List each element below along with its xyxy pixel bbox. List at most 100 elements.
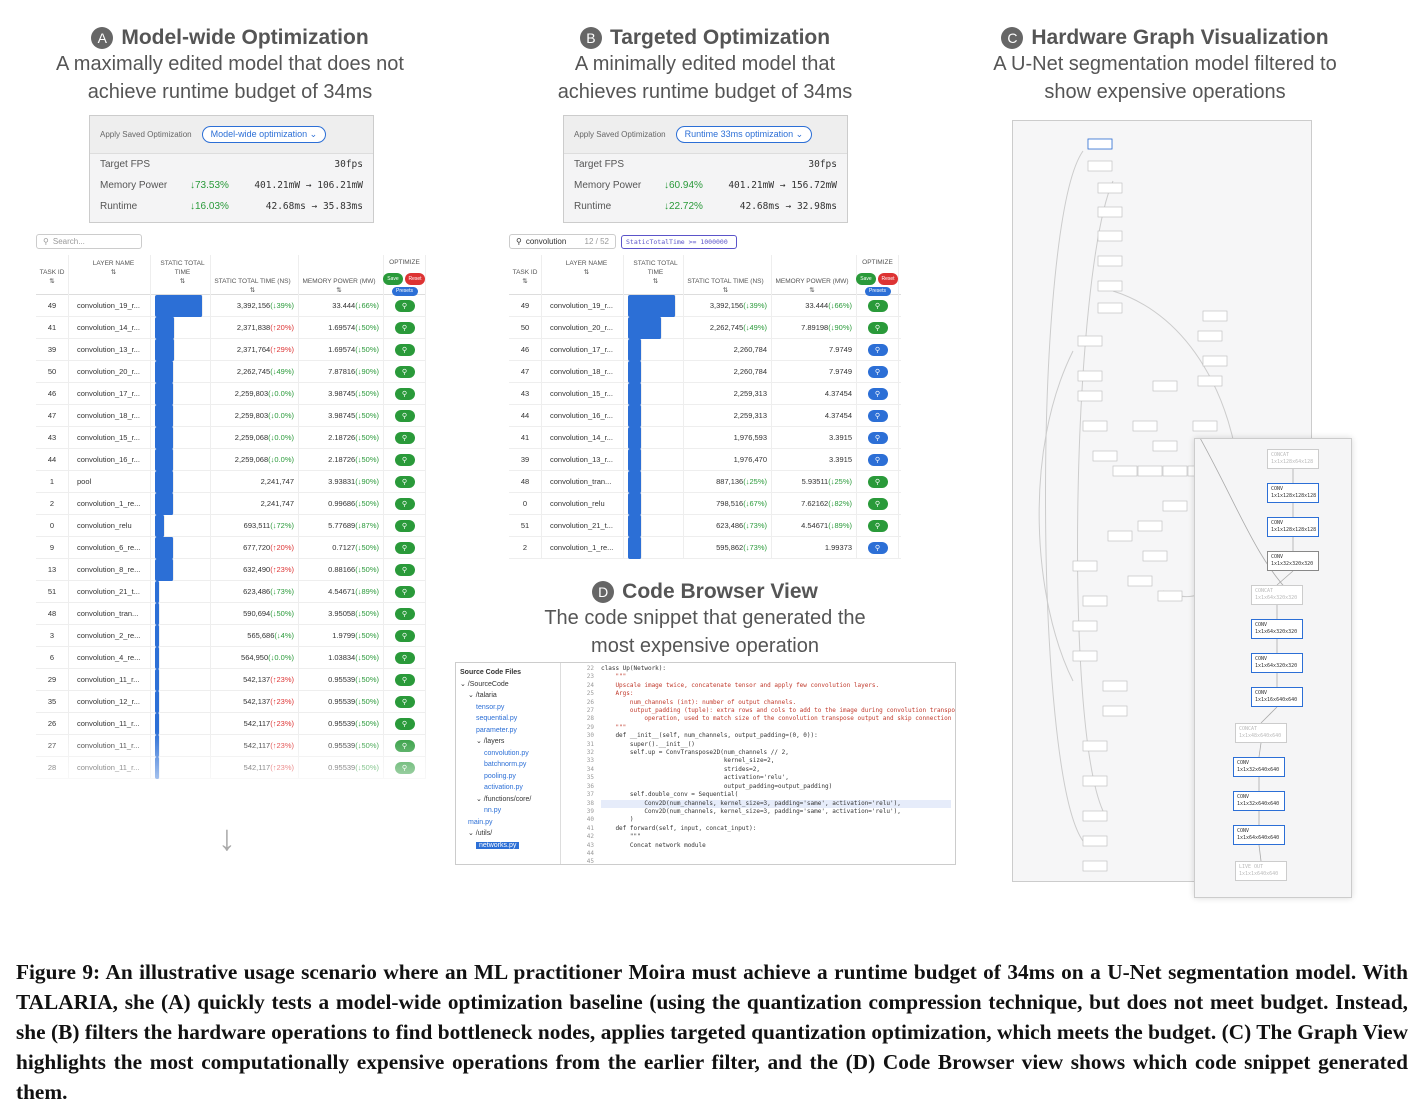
graph-node[interactable]: CONV 1x1x32x640x640	[1233, 757, 1285, 777]
optimize-button[interactable]: ⚲	[867, 497, 888, 510]
search-input[interactable]: ⚲ Search...	[36, 234, 142, 249]
search-input[interactable]: ⚲ convolution 12 / 52	[509, 234, 616, 249]
table-row[interactable]: 9 convolution_6_re... 677,720 (↑20%) 0.7127…	[36, 536, 426, 559]
table-row[interactable]: 44 convolution_16_r... 2,259,068 (↓0.0%) 2.…	[36, 448, 426, 471]
optimize-button[interactable]: ⚲	[394, 409, 415, 422]
table-row[interactable]: 35 convolution_12_r... 542,137 (↑23%) 0.955…	[36, 690, 426, 713]
sort-icon[interactable]: ⇅	[722, 287, 729, 294]
optimize-button[interactable]: ⚲	[394, 673, 415, 686]
file-tree-item[interactable]: batchnorm.py	[458, 759, 560, 771]
table-row[interactable]: 43 convolution_15_r... 2,259,068 (↓0.0%) 2.…	[36, 426, 426, 449]
optimize-button[interactable]: ⚲	[394, 607, 415, 620]
optimize-button[interactable]: ⚲	[394, 761, 415, 774]
sort-icon[interactable]: ⇅	[652, 278, 659, 285]
file-tree-item[interactable]: sequential.py	[458, 713, 560, 725]
table-row[interactable]: 0 convolution_relu 693,511 (↓72%) 5.77689 (…	[36, 514, 426, 537]
file-tree-item[interactable]: convolution.py	[458, 748, 560, 760]
table-row[interactable]: 43 convolution_15_r... 2,259,313 4.37454 ⚲	[509, 382, 901, 405]
table-row[interactable]: 49 convolution_19_r... 3,392,156 (↓39%) 33.…	[36, 294, 426, 317]
optimize-button[interactable]: ⚲	[867, 431, 888, 444]
sort-icon[interactable]: ⇅	[522, 278, 528, 285]
file-tree-item[interactable]: activation.py	[458, 782, 560, 794]
save-button[interactable]: Save	[856, 273, 876, 285]
graph-node[interactable]: CONV 1x1x16x640x640	[1251, 687, 1303, 707]
table-row[interactable]: 47 convolution_18_r... 2,260,784 7.9749 ⚲	[509, 360, 901, 383]
optimize-button[interactable]: ⚲	[394, 299, 415, 312]
optimization-dropdown[interactable]: Model-wide optimization ⌄	[201, 126, 327, 143]
optimize-button[interactable]: ⚲	[394, 651, 415, 664]
optimize-button[interactable]: ⚲	[867, 299, 888, 312]
table-row[interactable]: 48 convolution_tran... 887,136 (↓25%) 5.935…	[509, 470, 901, 493]
optimize-button[interactable]: ⚲	[867, 475, 888, 488]
graph-node[interactable]: CONV 1x1x32x320x320	[1267, 551, 1319, 571]
reset-button[interactable]: Reset	[405, 273, 425, 285]
table-row[interactable]: 6 convolution_4_re... 564,950 (↓0.0%) 1.038…	[36, 646, 426, 669]
file-tree-item[interactable]: pooling.py	[458, 771, 560, 783]
optimize-button[interactable]: ⚲	[394, 343, 415, 356]
table-row[interactable]: 50 convolution_20_r... 2,262,745 (↓49%) 7.8…	[36, 360, 426, 383]
file-tree-item[interactable]: Source Code Files	[458, 667, 560, 679]
table-row[interactable]: 13 convolution_8_re... 632,490 (↑23%) 0.881…	[36, 558, 426, 581]
graph-node[interactable]: CONV 1x1x64x320x320	[1251, 619, 1303, 639]
file-tree-item[interactable]: networks.py	[458, 840, 560, 852]
file-tree-item[interactable]: main.py	[458, 817, 560, 829]
table-row[interactable]: 0 convolution_relu 798,516 (↓67%) 7.62162 (…	[509, 492, 901, 515]
table-row[interactable]: 41 convolution_14_r... 1,976,593 3.3915 ⚲	[509, 426, 901, 449]
file-tree-item[interactable]: nn.py	[458, 805, 560, 817]
optimize-button[interactable]: ⚲	[394, 563, 415, 576]
optimize-button[interactable]: ⚲	[394, 387, 415, 400]
reset-button[interactable]: Reset	[878, 273, 898, 285]
table-row[interactable]: 3 convolution_2_re... 565,686 (↓4%) 1.9799 …	[36, 624, 426, 647]
graph-node[interactable]: CONCAT 1x1x128x64x128	[1267, 449, 1319, 469]
table-row[interactable]: 28 convolution_11_r... 542,117 (↑23%) 0.955…	[36, 756, 426, 779]
table-row[interactable]: 51 convolution_21_t... 623,486 (↓73%) 4.546…	[36, 580, 426, 603]
table-row[interactable]: 29 convolution_11_r... 542,137 (↑23%) 0.955…	[36, 668, 426, 691]
table-row[interactable]: 46 convolution_17_r... 2,260,784 7.9749 ⚲	[509, 338, 901, 361]
optimize-button[interactable]: ⚲	[394, 475, 415, 488]
optimize-button[interactable]: ⚲	[867, 365, 888, 378]
save-button[interactable]: Save	[383, 273, 403, 285]
sort-icon[interactable]: ⇅	[583, 269, 590, 276]
graph-node[interactable]: LIVE OUT 1x1x1x640x640	[1235, 861, 1287, 881]
file-tree-item[interactable]: tensor.py	[458, 702, 560, 714]
optimize-button[interactable]: ⚲	[394, 321, 415, 334]
graph-node[interactable]: CONV 1x1x32x640x640	[1233, 791, 1285, 811]
table-row[interactable]: 26 convolution_11_r... 542,117 (↑23%) 0.955…	[36, 712, 426, 735]
table-row[interactable]: 50 convolution_20_r... 2,262,745 (↓49%) 7.8…	[509, 316, 901, 339]
optimize-button[interactable]: ⚲	[867, 409, 888, 422]
optimize-button[interactable]: ⚲	[394, 453, 415, 466]
graph-node[interactable]: CONV 1x1x128x128x128	[1267, 517, 1319, 537]
optimize-button[interactable]: ⚲	[867, 387, 888, 400]
sort-icon[interactable]: ⇅	[809, 287, 815, 294]
sort-icon[interactable]: ⇅	[179, 278, 186, 285]
optimize-button[interactable]: ⚲	[867, 453, 888, 466]
table-row[interactable]: 39 convolution_13_r... 1,976,470 3.3915 ⚲	[509, 448, 901, 471]
presets-button[interactable]: Presets	[864, 287, 891, 296]
file-tree-item[interactable]: ⌄ /layers	[458, 736, 560, 748]
sort-icon[interactable]: ⇅	[249, 287, 256, 294]
table-row[interactable]: 2 convolution_1_re... 595,862 (↓73%) 1.9937…	[509, 536, 901, 559]
optimize-button[interactable]: ⚲	[394, 519, 415, 532]
optimize-button[interactable]: ⚲	[394, 585, 415, 598]
presets-button[interactable]: Presets	[391, 287, 418, 296]
table-row[interactable]: 41 convolution_14_r... 2,371,838 (↑20%) 1.6…	[36, 316, 426, 339]
optimize-button[interactable]: ⚲	[394, 739, 415, 752]
table-row[interactable]: 51 convolution_21_t... 623,486 (↓73%) 4.546…	[509, 514, 901, 537]
sort-icon[interactable]: ⇅	[336, 287, 342, 294]
sort-icon[interactable]: ⇅	[49, 278, 55, 285]
optimize-button[interactable]: ⚲	[867, 541, 888, 554]
optimization-dropdown[interactable]: Runtime 33ms optimization ⌄	[675, 126, 813, 143]
filter-chip[interactable]: StaticTotalTime >= 1000000	[621, 235, 737, 249]
file-tree-item[interactable]: parameter.py	[458, 725, 560, 737]
table-row[interactable]: 49 convolution_19_r... 3,392,156 (↓39%) 33.…	[509, 294, 901, 317]
table-row[interactable]: 44 convolution_16_r... 2,259,313 4.37454 ⚲	[509, 404, 901, 427]
optimize-button[interactable]: ⚲	[394, 695, 415, 708]
optimize-button[interactable]: ⚲	[394, 541, 415, 554]
file-tree-item[interactable]: ⌄ /SourceCode	[458, 679, 560, 691]
optimize-button[interactable]: ⚲	[394, 365, 415, 378]
optimize-button[interactable]: ⚲	[394, 629, 415, 642]
graph-zoom-inset[interactable]: CONCAT 1x1x128x64x128 CONV 1x1x128x128x128 C…	[1194, 438, 1352, 898]
file-tree-item[interactable]: ⌄ /functions/core/	[458, 794, 560, 806]
table-row[interactable]: 46 convolution_17_r... 2,259,803 (↓0.0%) 3.…	[36, 382, 426, 405]
graph-node[interactable]: CONV 1x1x128x128x128	[1267, 483, 1319, 503]
